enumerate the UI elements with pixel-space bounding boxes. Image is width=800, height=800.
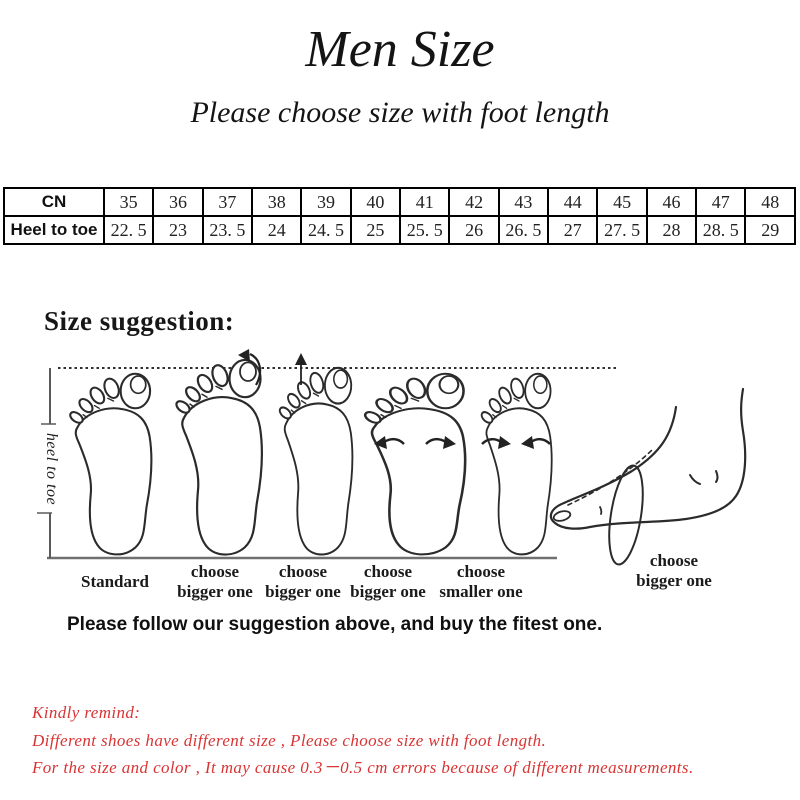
heel-to-toe-cell: 26. 5	[497, 215, 550, 245]
foot-diagram	[37, 349, 747, 566]
cn-size-cell: 38	[251, 187, 303, 217]
cn-size-cell: 47	[695, 187, 747, 217]
cn-size-cell: 45	[596, 187, 648, 217]
page-subtitle: Please choose size with foot length	[190, 96, 610, 129]
footprint-standard	[67, 372, 153, 556]
footprint-wide	[361, 372, 467, 556]
heel-to-toe-cell: 28	[645, 215, 698, 245]
heel-to-toe-measure-line	[37, 368, 56, 558]
cn-row-header: CN	[3, 187, 105, 217]
label-standard: Standard	[80, 572, 150, 591]
size-table: CN 35 36 37 38 39 40 41 42 43 44 45 46 47 48 Heel to …	[3, 187, 796, 245]
label-choose-bigger-1: choose bigger one	[177, 562, 253, 601]
heel-to-toe-axis-label: heel to toe	[43, 432, 60, 506]
label-choose-bigger-3: choose bigger one	[350, 562, 426, 601]
remind-line-2: For the size and color , It may cause 0.…	[32, 758, 694, 777]
heel-to-toe-cell: 24. 5	[300, 215, 352, 245]
wide-foot-arrows	[374, 436, 456, 449]
heel-to-toe-row: Heel to toe 22. 5 23 23. 5 24 24. 5 25 25. 5 26…	[3, 215, 796, 245]
label-choose-smaller: choose smaller one	[439, 562, 523, 601]
cn-size-cell: 40	[349, 187, 402, 217]
heel-to-toe-cell: 23	[152, 215, 204, 245]
heel-to-toe-cell: 29	[744, 215, 796, 245]
footprint-long-toe	[173, 358, 263, 556]
heel-to-toe-cell: 25. 5	[399, 215, 451, 245]
heel-to-toe-cell: 27. 5	[596, 215, 648, 245]
footprint-toe-at-line	[276, 366, 354, 556]
page-title: Men Size	[305, 21, 495, 78]
toe-over-line-arrow	[238, 349, 262, 386]
cn-size-cell: 37	[201, 187, 254, 217]
cn-size-cell: 41	[399, 187, 451, 217]
label-choose-bigger-2: choose bigger one	[265, 562, 341, 601]
heel-to-toe-cell: 28. 5	[695, 215, 747, 245]
heel-to-toe-cell: 26	[448, 215, 500, 245]
kindly-remind-block: Kindly remind: Different shoes have diff…	[32, 699, 694, 782]
footprint-narrow	[478, 372, 553, 556]
toe-touch-line-arrow	[295, 353, 307, 385]
heel-to-toe-cell: 24	[251, 215, 303, 245]
label-choose-bigger-side: choose bigger one	[636, 551, 712, 590]
side-foot-illustration	[549, 387, 747, 566]
heel-to-toe-cell: 23. 5	[201, 215, 254, 245]
cn-size-row: CN 35 36 37 38 39 40 41 42 43 44 45 46 47 48	[3, 187, 796, 217]
instep-girth-ellipse	[608, 464, 644, 566]
remind-line-1: Different shoes have different size , Pl…	[32, 730, 547, 750]
cn-size-cell: 36	[152, 187, 204, 217]
cn-size-cell: 39	[300, 187, 352, 217]
cn-size-cell: 44	[547, 187, 599, 217]
size-suggestion-heading: Size suggestion:	[44, 306, 235, 336]
length-row-header: Heel to toe	[3, 215, 105, 245]
heel-to-toe-cell: 22. 5	[102, 215, 155, 245]
remind-heading: Kindly remind:	[32, 703, 141, 722]
heel-to-toe-cell: 25	[349, 215, 402, 245]
heel-to-toe-cell: 27	[547, 215, 599, 245]
cn-size-cell: 35	[102, 187, 155, 217]
cn-size-cell: 48	[744, 187, 796, 217]
follow-suggestion-note: Please follow our suggestion above, and …	[67, 614, 603, 635]
narrow-foot-arrows	[481, 436, 551, 449]
cn-size-cell: 42	[448, 187, 500, 217]
cn-size-cell: 46	[645, 187, 698, 217]
cn-size-cell: 43	[497, 187, 550, 217]
